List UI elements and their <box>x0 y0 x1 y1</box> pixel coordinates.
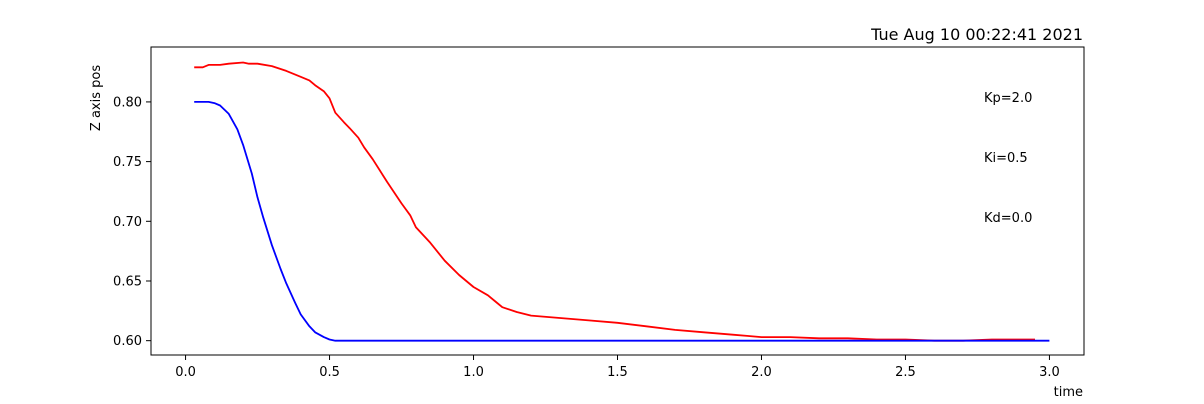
x-tick-label: 0.0 <box>175 365 196 380</box>
x-tick-label: 1.5 <box>607 365 628 380</box>
series-line-red <box>194 61 1035 342</box>
ticks-layer: 0.0 0.5 1.0 1.5 2.0 2.5 3.0 0.60 0.65 0.70 0.75 0.8… <box>113 95 1060 380</box>
x-tick-label: 0.5 <box>319 365 340 380</box>
x-tick-label: 3.0 <box>1039 365 1060 380</box>
annotation-kp: Kp=2.0 <box>984 91 1032 106</box>
chart-title: Tue Aug 10 00:22:41 2021 <box>870 25 1083 44</box>
y-tick-label: 0.75 <box>113 155 142 170</box>
series-line-blue <box>194 101 1050 342</box>
annotation-kd: Kd=0.0 <box>984 211 1032 226</box>
y-axis-label: Z axis pos <box>89 65 104 131</box>
x-tick-label: 2.0 <box>751 365 772 380</box>
x-tick-label: 2.5 <box>895 365 916 380</box>
y-tick-label: 0.80 <box>113 95 142 110</box>
plot-frame <box>150 46 1085 356</box>
series-layer <box>194 61 1050 342</box>
y-tick-label: 0.60 <box>113 334 142 349</box>
y-tick-label: 0.70 <box>113 215 142 230</box>
y-tick-label: 0.65 <box>113 274 142 289</box>
x-tick-label: 1.0 <box>463 365 484 380</box>
x-axis-label: time <box>1054 385 1083 400</box>
annotation-ki: Ki=0.5 <box>984 151 1028 166</box>
